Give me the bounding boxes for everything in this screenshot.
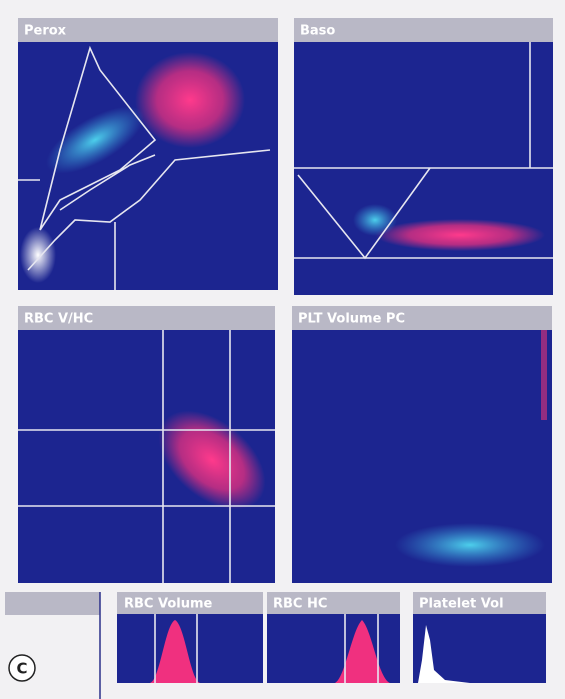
cell-cluster (135, 52, 245, 148)
panel-title: Baso (300, 24, 335, 39)
panel-title: PLT Volume PC (298, 312, 405, 327)
panel-title: RBC Volume (124, 597, 213, 612)
panel-title: Platelet Vol (419, 597, 504, 612)
histogram (150, 620, 200, 683)
cell-cluster (46, 106, 144, 174)
rbc-hc-panel: RBC HC (267, 592, 400, 683)
blank-bar (5, 592, 100, 615)
rbc-volume-panel: RBC Volume (117, 592, 263, 683)
title-bar (267, 592, 400, 614)
gate-line (294, 42, 553, 260)
perox-panel: Perox (18, 18, 278, 290)
baso-panel: Baso (294, 18, 553, 295)
gate-line (344, 614, 379, 683)
gate-line (154, 614, 198, 683)
platelet-vol-panel: Platelet Vol (413, 592, 546, 683)
title-bar (413, 592, 546, 614)
cell-cluster (541, 330, 547, 420)
title-bar (18, 306, 275, 330)
panel-title: RBC V/HC (24, 312, 93, 327)
panel-title: Perox (24, 24, 67, 39)
rbc-vhc-panel: RBC V/HC (18, 306, 275, 583)
cell-cluster (20, 227, 56, 283)
gate-line (18, 45, 271, 290)
title-bar (294, 18, 553, 42)
title-bar (292, 306, 552, 330)
histogram (418, 625, 470, 683)
figure-label-circle (8, 654, 36, 682)
histogram (335, 620, 390, 683)
cell-cluster (353, 204, 397, 236)
cell-cluster (395, 523, 545, 567)
cell-cluster (375, 219, 545, 251)
panel-title: RBC HC (273, 597, 327, 612)
title-bar (117, 592, 263, 614)
plt-volume-panel: PLT Volume PC (292, 306, 552, 583)
cell-cluster (158, 410, 266, 510)
figure-label: C (16, 660, 27, 678)
gate-line (18, 330, 275, 583)
title-bar (18, 18, 278, 42)
